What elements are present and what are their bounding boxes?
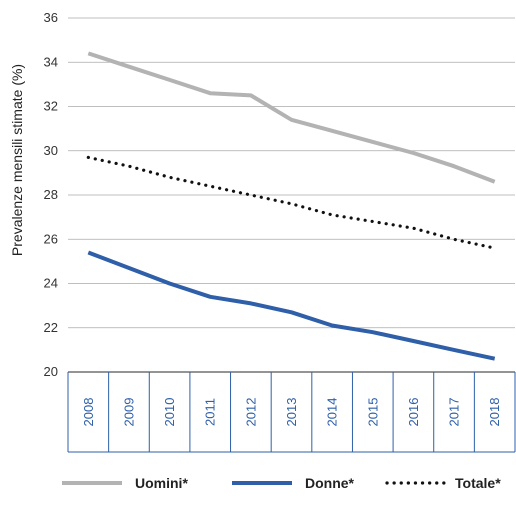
y-tick-label: 32: [44, 99, 58, 114]
x-tick-label: 2014: [325, 398, 340, 427]
legend-label-totale: Totale*: [455, 475, 501, 491]
x-tick-label: 2008: [81, 398, 96, 427]
x-tick-label: 2012: [243, 398, 258, 427]
x-axis-year-boxes: 2008 2009 2010 2011 2012 2013 2014 2015 2016 2017…: [67, 372, 516, 453]
gridlines: [68, 17, 515, 373]
x-tick-label: 2010: [162, 398, 177, 427]
series-line-donne: [87, 250, 496, 361]
series-lines: [86, 51, 497, 361]
y-axis-title: Prevalenze mensili stimate (%): [9, 64, 25, 256]
series-line-totale: [86, 155, 497, 250]
y-tick-label: 28: [44, 187, 58, 202]
x-tick-label: 2013: [284, 398, 299, 427]
x-tick-label: 2015: [365, 398, 380, 427]
y-tick-label: 20: [44, 364, 58, 379]
y-tick-label: 34: [44, 54, 58, 69]
x-tick-label: 2016: [406, 398, 421, 427]
series-line-uomini: [87, 51, 496, 184]
x-tick-label: 2009: [121, 398, 136, 427]
y-axis-ticks: 20 22 24 26 28 30 32 34 36: [44, 10, 58, 379]
legend-label-donne: Donne*: [305, 475, 355, 491]
y-tick-label: 26: [44, 231, 58, 246]
x-tick-label: 2017: [447, 398, 462, 427]
x-tick-label: 2011: [203, 398, 218, 426]
x-tick-label: 2018: [487, 398, 502, 427]
legend: Uomini* Donne* Totale*: [62, 475, 501, 491]
y-tick-label: 36: [44, 10, 58, 25]
y-tick-label: 24: [44, 276, 58, 291]
y-tick-label: 22: [44, 320, 58, 335]
y-tick-label: 30: [44, 143, 58, 158]
legend-label-uomini: Uomini*: [135, 475, 188, 491]
